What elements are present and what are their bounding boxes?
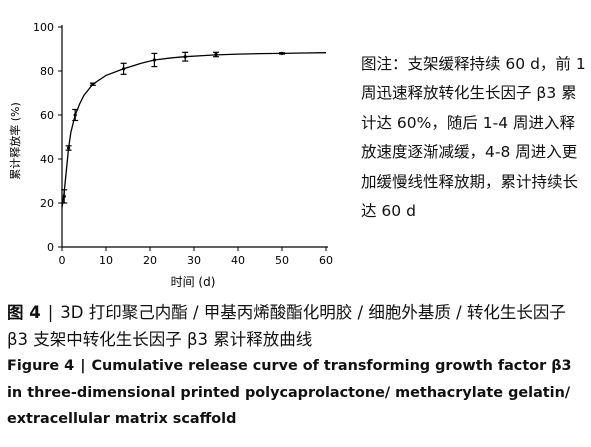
- y-tick-label: 80: [40, 65, 54, 78]
- data-point: [122, 67, 126, 71]
- x-tick-label: 0: [59, 254, 66, 267]
- y-tick-label: 20: [40, 197, 54, 210]
- y-tick-label: 0: [47, 241, 54, 254]
- x-tick-label: 20: [143, 254, 157, 267]
- caption-en-line1: Cumulative release curve of transforming…: [91, 358, 572, 374]
- error-bar: [279, 51, 285, 56]
- y-axis-label: 累计释放率 (%): [8, 102, 22, 180]
- x-tick-label: 30: [187, 254, 201, 267]
- y-axis-ticks: 0 20 40 60 80 100: [33, 21, 62, 254]
- data-point: [280, 51, 284, 56]
- caption-en-line2: in three-dimensional printed polycaprola…: [7, 384, 571, 401]
- error-bar: [151, 52, 158, 68]
- x-tick-label: 40: [231, 254, 245, 267]
- error-bar: [182, 51, 189, 62]
- release-chart: 0 10 20 30 40 50 60 0 20 40 60 80 100 时间 (d) 累计释放率 …: [8, 21, 333, 289]
- data-point: [73, 113, 77, 117]
- error-bar: [89, 82, 96, 86]
- data-point: [183, 55, 187, 59]
- data-point: [152, 58, 156, 62]
- figure-note: 图注：支架缓释持续 60 d，前 1 周迅速释放转化生长因子 β3 累计达 60…: [361, 55, 586, 221]
- error-bars: [61, 51, 285, 204]
- x-tick-label: 50: [275, 254, 289, 267]
- y-tick-label: 100: [33, 21, 54, 34]
- error-bar: [120, 62, 127, 75]
- data-point: [91, 82, 95, 86]
- caption-cn-text: 3D 打印聚己内酯 / 甲基丙烯酸酯化明胶 / 细胞外基质 / 转化生长因子 β…: [7, 303, 566, 349]
- data-point: [62, 194, 66, 198]
- y-tick-label: 60: [40, 109, 54, 122]
- data-point: [67, 146, 71, 150]
- caption-cn-label: 图 4: [7, 303, 41, 322]
- axes: [61, 25, 328, 248]
- caption-en-separator: |: [80, 358, 86, 374]
- x-axis-ticks: 0 10 20 30 40 50 60: [59, 247, 333, 267]
- caption-en-line3: extracellular matrix scaffold: [7, 411, 237, 427]
- error-bar: [65, 145, 72, 151]
- caption-chinese: 图 4 | 3D 打印聚己内酯 / 甲基丙烯酸酯化明胶 / 细胞外基质 / 转化生长…: [7, 299, 587, 353]
- error-bar: [72, 108, 79, 122]
- error-bar: [61, 189, 68, 204]
- x-tick-label: 60: [319, 254, 333, 267]
- caption-english: Figure 4 | Cumulative release curve of tra…: [7, 353, 591, 433]
- caption-cn-separator: |: [47, 303, 54, 322]
- data-point: [214, 52, 218, 57]
- x-tick-label: 10: [99, 254, 113, 267]
- y-tick-label: 40: [40, 153, 54, 166]
- x-axis-label: 时间 (d): [171, 275, 216, 289]
- error-bar: [213, 51, 219, 58]
- release-curve: [61, 52, 327, 208]
- caption-en-label: Figure 4: [7, 358, 75, 374]
